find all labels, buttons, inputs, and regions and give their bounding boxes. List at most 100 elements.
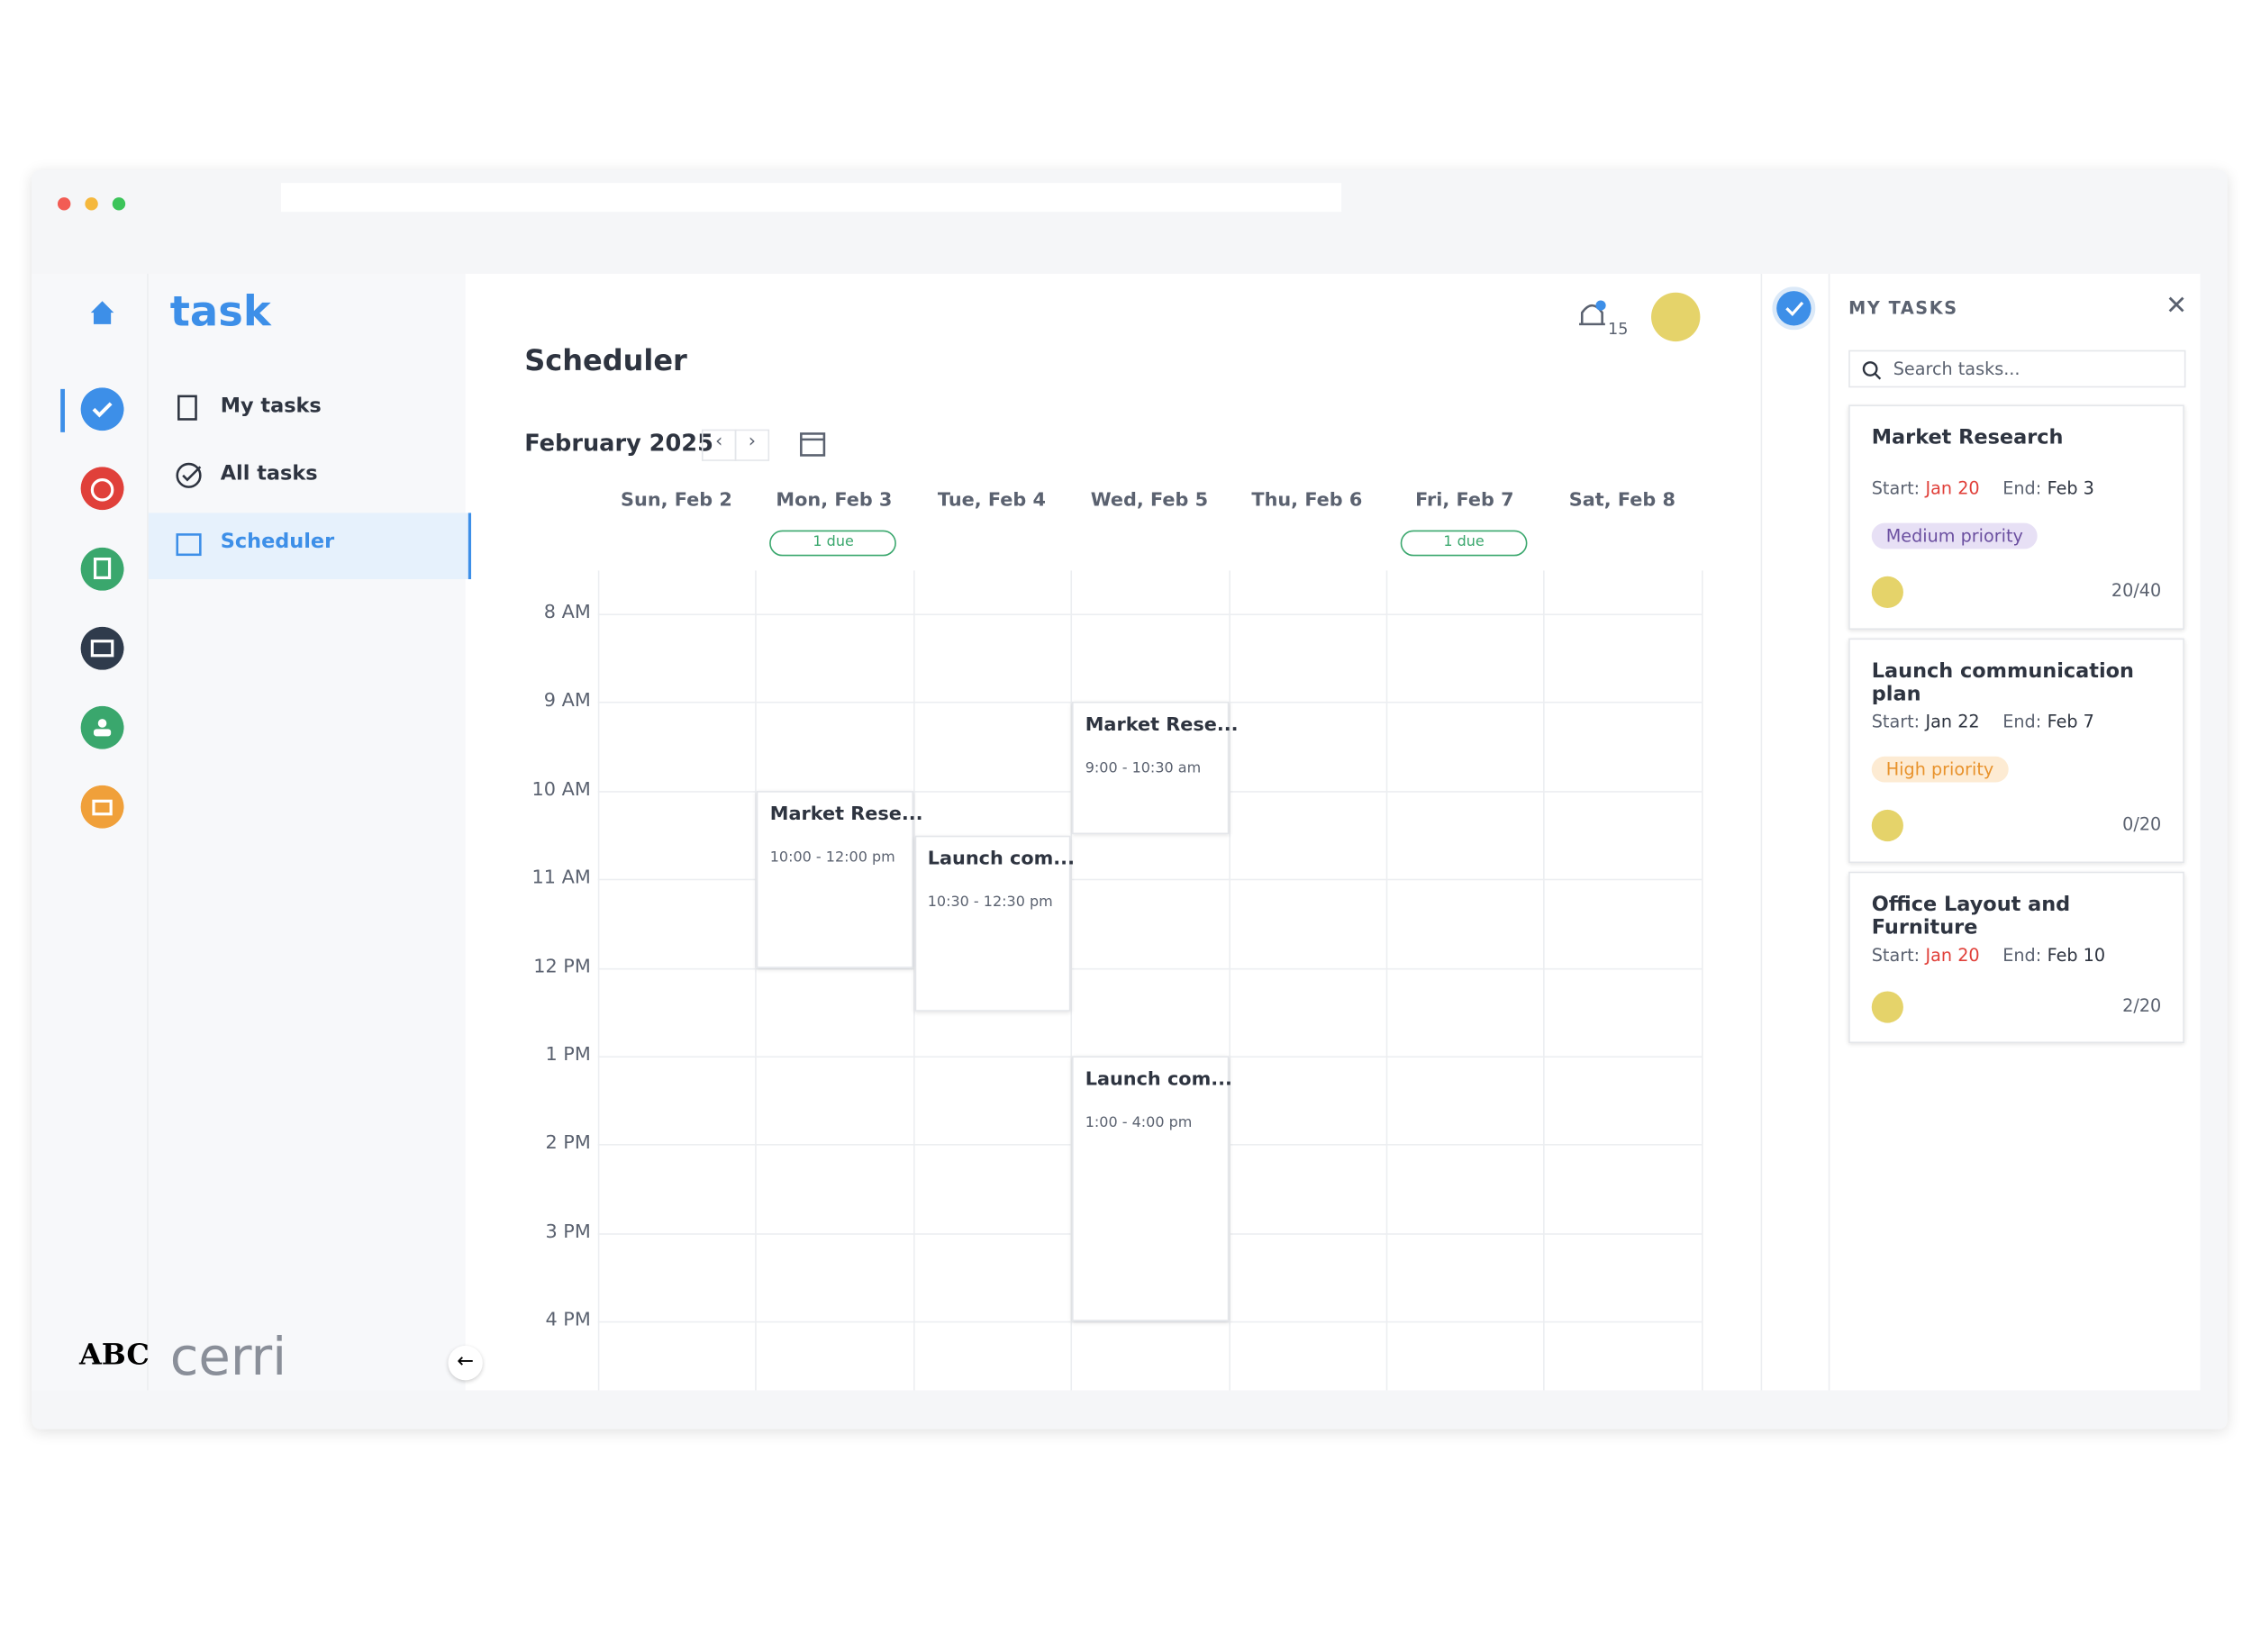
start-date: Jan 20 — [1925, 478, 1980, 499]
end-date: Feb 3 — [2047, 478, 2094, 499]
tasks-icon[interactable] — [80, 387, 124, 431]
nav-item[interactable]: Scheduler — [220, 530, 335, 554]
grid-row-line — [597, 1321, 1702, 1323]
due-badge[interactable]: 1 due — [1400, 530, 1528, 557]
event[interactable]: Market Rese... 9:00 - 10:30 am — [1072, 702, 1239, 835]
docs-icon[interactable] — [80, 547, 124, 591]
day-header: Tue, Feb 4 — [937, 489, 1046, 512]
task-dates: Start: Jan 20 End: Feb 3 — [1872, 478, 2094, 498]
nav-item[interactable]: All tasks — [220, 462, 318, 486]
month-label: February 2025 — [524, 429, 713, 458]
grid-column-line — [755, 570, 758, 1391]
grid-row-line — [597, 967, 1702, 969]
hour-label: 9 AM — [543, 690, 591, 713]
assignee-avatar — [1871, 991, 1903, 1023]
scheduler-icon — [176, 533, 202, 557]
task-dates: Start: Jan 22 End: Feb 7 — [1872, 712, 2094, 731]
event[interactable]: Launch com... 10:30 - 12:30 pm — [914, 834, 1076, 1012]
mytasks-icon — [177, 395, 197, 421]
icon-rail — [32, 273, 148, 1391]
end-date: Feb 10 — [2047, 945, 2106, 966]
collapse-button[interactable]: ← — [448, 1345, 483, 1381]
notification-count: 15 — [1608, 320, 1629, 339]
day-header: Wed, Feb 5 — [1090, 489, 1209, 512]
event-title: Launch com... — [1085, 1068, 1232, 1091]
logo: task — [169, 286, 271, 336]
event-time: 10:30 - 12:30 pm — [927, 894, 1053, 911]
nav-item[interactable]: My tasks — [220, 395, 322, 418]
hour-label: 3 PM — [545, 1221, 591, 1244]
day-header: Thu, Feb 6 — [1251, 489, 1363, 512]
assignee-avatar — [1871, 576, 1903, 608]
start-label: Start: — [1871, 478, 1921, 499]
max-dot[interactable] — [112, 197, 126, 211]
event[interactable]: Market Rese... 10:00 - 12:00 pm — [757, 790, 923, 968]
active-nav — [148, 513, 472, 579]
priority-tag: Medium priority — [1871, 522, 2038, 549]
brand-badge: ABC — [78, 1337, 150, 1372]
hour-label: 10 AM — [531, 779, 591, 801]
event[interactable]: Launch com... 1:00 - 4:00 pm — [1072, 1056, 1232, 1322]
progress: 0/20 — [2122, 813, 2162, 835]
assignee-avatar — [1871, 809, 1903, 842]
event-time: 9:00 - 10:30 am — [1085, 761, 1202, 777]
day-header: Sat, Feb 8 — [1568, 489, 1675, 512]
event-title: Market Rese... — [1085, 714, 1239, 737]
bell-icon[interactable] — [1576, 298, 1608, 332]
grid-row-line — [597, 613, 1702, 615]
hour-label: 2 PM — [545, 1132, 591, 1155]
prev-button[interactable]: ‹ — [701, 429, 737, 461]
task-title: Launch communication plan — [1871, 659, 2135, 706]
task-card[interactable]: Market Research Start: Jan 20 End: Feb 3 Medi… — [1848, 404, 2184, 630]
case-icon[interactable] — [80, 785, 124, 829]
progress: 2/20 — [2122, 995, 2162, 1016]
end-label: End: — [2002, 945, 2042, 966]
side-strip — [1760, 273, 1830, 1391]
alltasks-icon — [176, 462, 202, 488]
end-label: End: — [2002, 478, 2042, 499]
progress: 20/40 — [2111, 580, 2162, 601]
address-bar[interactable] — [280, 183, 1342, 213]
day-header: Mon, Feb 3 — [776, 489, 893, 512]
grid-column-line — [913, 570, 915, 1391]
min-dot[interactable] — [85, 197, 98, 211]
event-title: Market Rese... — [769, 803, 923, 826]
panel-title: MY TASKS — [1848, 298, 1958, 319]
hour-label: 1 PM — [545, 1044, 591, 1067]
task-card[interactable]: Launch communication plan Start: Jan 22 End… — [1848, 638, 2184, 864]
start-date: Jan 22 — [1925, 712, 1980, 732]
hour-label: 8 AM — [543, 602, 591, 624]
task-card[interactable]: Office Layout and Furniture Start: Jan 20 E… — [1848, 871, 2184, 1044]
timer-icon[interactable] — [80, 467, 124, 511]
close-panel[interactable]: ✕ — [2166, 291, 2188, 322]
calendar-icon[interactable] — [798, 430, 827, 458]
close-dot[interactable] — [57, 197, 71, 211]
hour-label: 12 PM — [533, 956, 591, 978]
next-button[interactable]: › — [734, 429, 770, 461]
day-header: Sun, Feb 2 — [621, 489, 732, 512]
day-header: Fri, Feb 7 — [1415, 489, 1514, 512]
due-label: 1 due — [1443, 534, 1485, 551]
grid-column-line — [1228, 570, 1230, 1391]
search-box[interactable]: Search tasks... — [1848, 349, 2186, 388]
folder-icon[interactable] — [80, 626, 124, 670]
brand: cerri — [169, 1328, 287, 1388]
user-avatar[interactable] — [1651, 292, 1701, 342]
search-placeholder: Search tasks... — [1893, 359, 2020, 379]
grid-column-line — [1543, 570, 1546, 1391]
grid-column-line — [597, 570, 600, 1391]
task-title: Market Research — [1871, 426, 2064, 450]
nav-panel — [147, 273, 468, 1391]
search-icon — [1862, 361, 1882, 380]
rail-indicator — [60, 388, 65, 432]
end-label: End: — [2002, 712, 2042, 732]
panel-check[interactable] — [1772, 286, 1816, 331]
grid-column-line — [1701, 570, 1703, 1391]
priority-tag: High priority — [1871, 756, 2009, 783]
grid-column-line — [1070, 570, 1073, 1391]
event-title: Launch com... — [927, 848, 1076, 870]
task-title: Office Layout and Furniture — [1871, 893, 2071, 939]
home-icon[interactable] — [88, 298, 117, 327]
due-badge[interactable]: 1 due — [769, 530, 897, 557]
team-icon[interactable] — [80, 705, 124, 749]
